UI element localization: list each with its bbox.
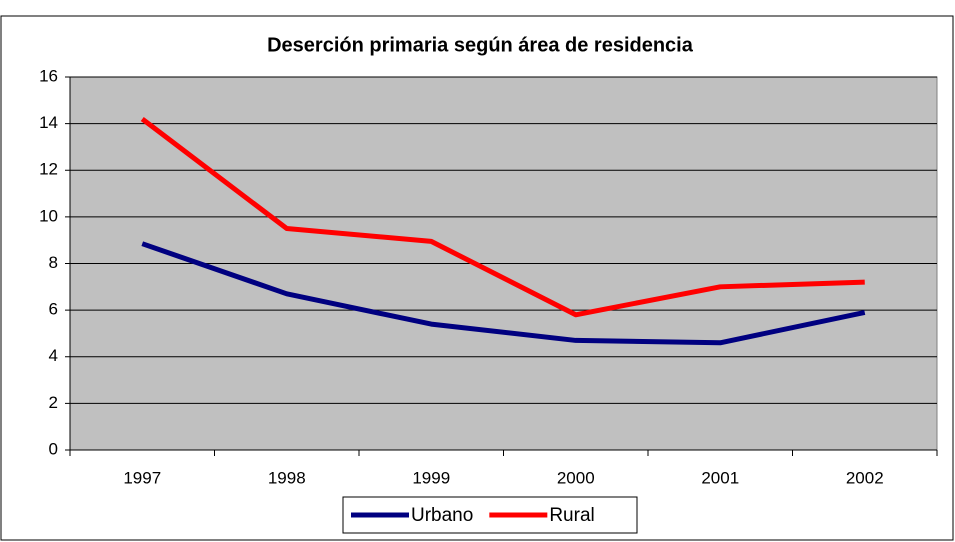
x-tick-label: 2002 xyxy=(846,468,884,487)
x-tick-label: 1999 xyxy=(412,468,450,487)
legend-label: Rural xyxy=(549,505,594,526)
y-tick-label: 14 xyxy=(39,113,58,132)
line-series xyxy=(141,241,866,346)
x-tick-label: 1997 xyxy=(123,468,161,487)
y-tick-label: 16 xyxy=(39,66,58,85)
y-tick-label: 12 xyxy=(39,160,58,179)
y-tick-label: 0 xyxy=(49,439,58,458)
y-tick-label: 8 xyxy=(49,253,58,272)
y-tick-label: 10 xyxy=(39,206,58,225)
legend-label: Urbano xyxy=(411,505,473,526)
x-tick-label: 2001 xyxy=(701,468,739,487)
chart-title: Deserción primaria según área de residen… xyxy=(267,34,694,56)
line-series xyxy=(140,116,865,318)
x-tick-label: 1998 xyxy=(268,468,306,487)
y-tick-label: 6 xyxy=(49,300,58,319)
y-tick-label: 2 xyxy=(49,393,58,412)
y-tick-label: 4 xyxy=(49,346,58,365)
x-tick-label: 2000 xyxy=(557,468,595,487)
